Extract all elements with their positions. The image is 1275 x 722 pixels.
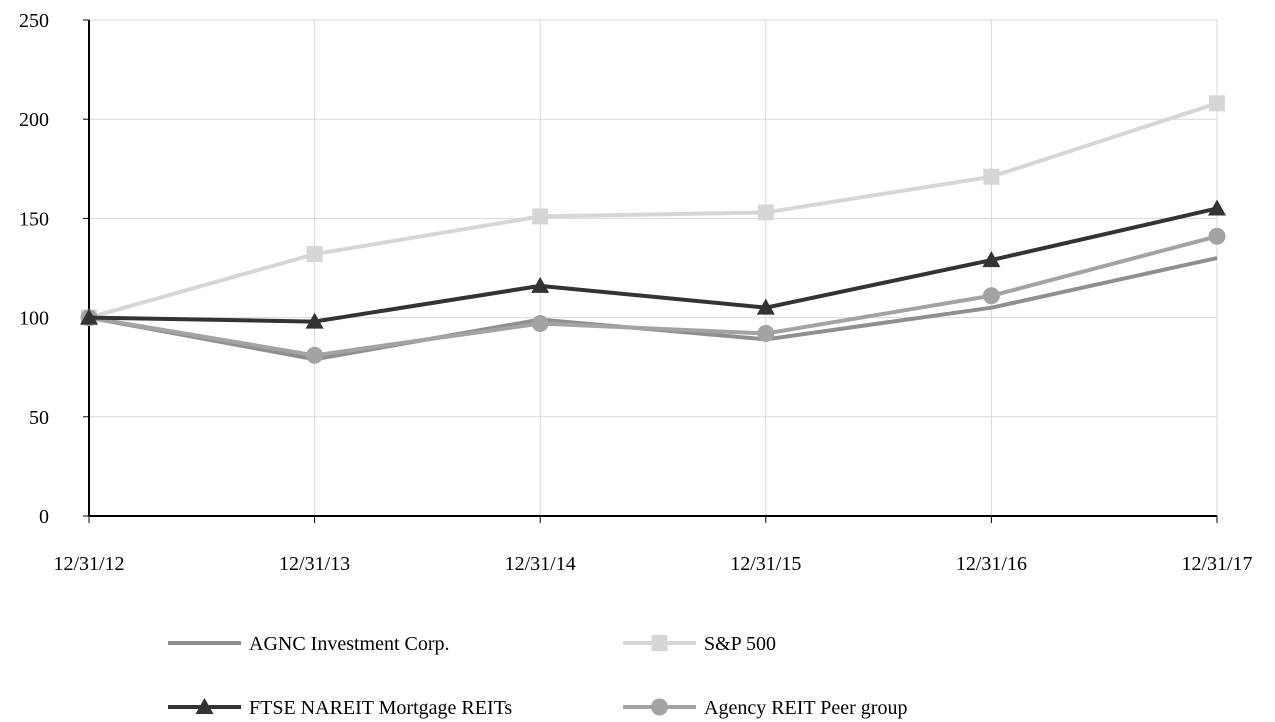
legend-marker bbox=[651, 698, 668, 716]
data-point bbox=[532, 208, 549, 225]
legend-label: AGNC Investment Corp. bbox=[249, 633, 450, 655]
legend-item: Agency REIT Peer group bbox=[623, 697, 907, 719]
legend-item: AGNC Investment Corp. bbox=[168, 633, 450, 655]
y-tick-label: 100 bbox=[19, 308, 49, 330]
data-point bbox=[757, 204, 774, 221]
legend-item: S&P 500 bbox=[623, 633, 776, 655]
legend: AGNC Investment Corp. S&P 500 FTSE NAREIT … bbox=[168, 633, 907, 719]
y-tick-label: 50 bbox=[29, 407, 49, 429]
axes: 0 50 100 150 200 250 12/31/12 12/31/13 12/31/14 1… bbox=[19, 10, 1253, 575]
data-point bbox=[305, 312, 324, 329]
data-point bbox=[531, 315, 549, 333]
data-point bbox=[982, 287, 1000, 305]
x-tick-label: 12/31/12 bbox=[53, 553, 124, 575]
series-lines bbox=[80, 95, 1226, 364]
series-line bbox=[88, 234, 1218, 358]
data-point bbox=[1208, 227, 1226, 245]
legend-item: FTSE NAREIT Mortgage REITs bbox=[168, 697, 512, 719]
x-tick-label: 12/31/17 bbox=[1181, 553, 1252, 575]
data-point bbox=[1209, 95, 1225, 112]
x-tick-label: 12/31/16 bbox=[956, 553, 1027, 575]
gridlines bbox=[89, 19, 1218, 516]
data-point bbox=[80, 308, 98, 325]
x-tick-label: 12/31/15 bbox=[730, 553, 801, 575]
y-tick-label: 200 bbox=[19, 109, 49, 131]
series-1 bbox=[81, 95, 1225, 326]
data-point bbox=[757, 324, 775, 342]
y-tick-label: 150 bbox=[19, 208, 49, 230]
series-line bbox=[88, 206, 1218, 324]
data-point bbox=[982, 251, 1001, 268]
data-point bbox=[1208, 199, 1226, 216]
legend-marker bbox=[195, 698, 214, 714]
legend-marker bbox=[651, 635, 668, 651]
data-point bbox=[306, 246, 323, 263]
series-2 bbox=[80, 199, 1226, 329]
legend-label: S&P 500 bbox=[704, 633, 776, 655]
legend-label: Agency REIT Peer group bbox=[704, 697, 907, 719]
data-point bbox=[531, 276, 550, 293]
legend-label: FTSE NAREIT Mortgage REITs bbox=[249, 697, 512, 719]
data-point bbox=[306, 346, 324, 364]
x-tick-label: 12/31/13 bbox=[279, 553, 350, 575]
series-line bbox=[88, 101, 1218, 320]
y-tick-label: 250 bbox=[19, 10, 49, 32]
data-point bbox=[983, 168, 1000, 185]
y-tick-label: 0 bbox=[39, 506, 49, 528]
data-point bbox=[756, 298, 775, 315]
x-tick-label: 12/31/14 bbox=[505, 553, 576, 575]
